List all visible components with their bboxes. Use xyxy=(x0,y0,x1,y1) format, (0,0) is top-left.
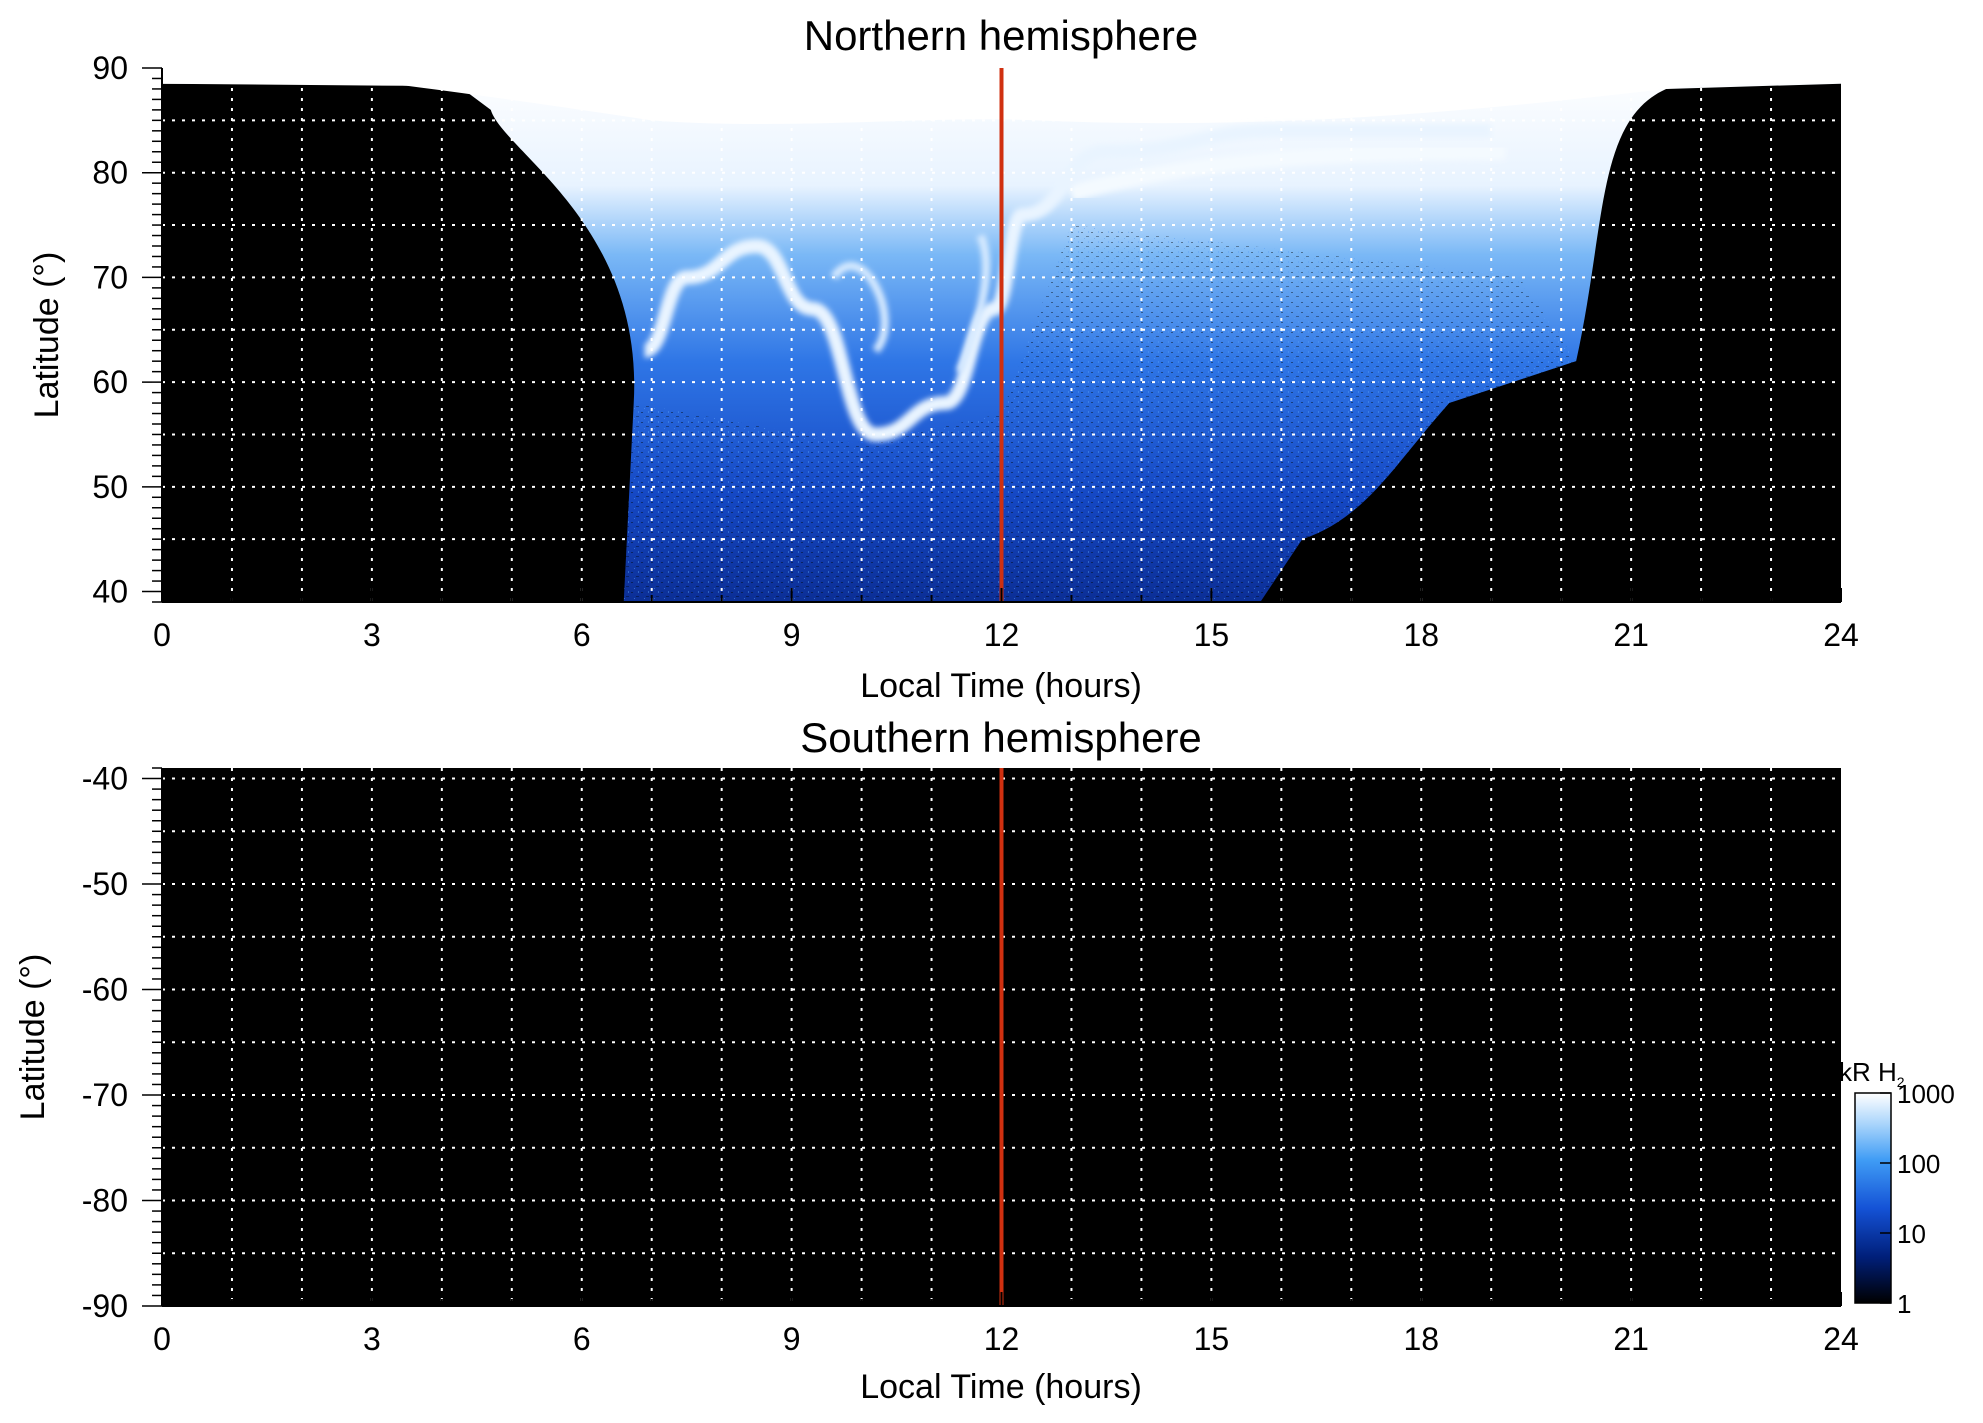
north-x-tick-label: 6 xyxy=(573,617,591,653)
north-x-tick-label: 21 xyxy=(1613,617,1649,653)
north-y-tick-label: 50 xyxy=(92,469,128,505)
north-x-axis: 0 3 6 9 12 15 18 21 24 xyxy=(153,588,1859,653)
south-y-tick-label: -50 xyxy=(82,866,128,902)
north-y-axis: 40 50 60 70 80 90 xyxy=(92,50,163,610)
colorbar: kR H2 1000 100 10 1 xyxy=(1839,1057,1955,1319)
colorbar-tick-label: 1 xyxy=(1897,1289,1911,1319)
south-x-tick-label: 3 xyxy=(363,1321,381,1357)
north-x-tick-label: 15 xyxy=(1194,617,1230,653)
north-y-tick-label: 80 xyxy=(92,155,128,191)
south-y-tick-label: -80 xyxy=(82,1183,128,1219)
south-x-tick-label: 0 xyxy=(153,1321,171,1357)
south-y-tick-label: -60 xyxy=(82,972,128,1008)
south-x-tick-label: 12 xyxy=(984,1321,1020,1357)
north-panel: Northern hemisphere 0 3 6 9 12 15 18 21 24 40 50 6… xyxy=(28,12,1859,705)
north-x-tick-label: 12 xyxy=(984,617,1020,653)
south-x-tick-label: 6 xyxy=(573,1321,591,1357)
north-y-tick-label: 40 xyxy=(92,574,128,610)
north-x-tick-label: 18 xyxy=(1403,617,1439,653)
north-x-tick-label: 24 xyxy=(1823,617,1859,653)
south-x-tick-label: 18 xyxy=(1403,1321,1439,1357)
colorbar-title-main: kR H xyxy=(1839,1057,1897,1087)
south-x-tick-label: 21 xyxy=(1613,1321,1649,1357)
north-y-axis-label: Latitude (°) xyxy=(28,252,66,419)
north-x-tick-label: 9 xyxy=(783,617,801,653)
colorbar-title: kR H2 xyxy=(1839,1057,1905,1090)
north-emission-speckle xyxy=(623,225,1577,602)
south-y-axis: -40 -50 -60 -70 -80 -90 xyxy=(82,761,163,1324)
colorbar-tick-label: 10 xyxy=(1897,1219,1926,1249)
south-panel: Southern hemisphere 0 3 6 9 12 15 18 21 24 -40 -5… xyxy=(14,714,1859,1406)
colorbar-gradient xyxy=(1854,1092,1892,1304)
south-x-tick-label: 9 xyxy=(783,1321,801,1357)
colorbar-tick-label: 1000 xyxy=(1897,1079,1955,1109)
north-y-tick-label: 90 xyxy=(92,50,128,86)
north-x-tick-label: 3 xyxy=(363,617,381,653)
north-x-axis-label: Local Time (hours) xyxy=(860,667,1142,705)
south-x-axis-label: Local Time (hours) xyxy=(860,1368,1142,1406)
south-title: Southern hemisphere xyxy=(800,714,1202,761)
colorbar-ticks: 1000 100 10 1 xyxy=(1880,1079,1955,1319)
south-x-tick-label: 24 xyxy=(1823,1321,1859,1357)
north-y-tick-label: 60 xyxy=(92,364,128,400)
south-y-tick-label: -40 xyxy=(82,761,128,797)
south-y-tick-label: -70 xyxy=(82,1077,128,1113)
colorbar-tick-label: 100 xyxy=(1897,1149,1940,1179)
south-y-tick-label: -90 xyxy=(82,1288,128,1324)
north-inner-arc xyxy=(830,233,991,374)
colorbar-title-subscript: 2 xyxy=(1897,1074,1905,1090)
north-main-oval xyxy=(642,123,1492,442)
north-x-tick-label: 0 xyxy=(153,617,171,653)
north-dayside-bright-arc xyxy=(1069,143,1506,202)
south-x-axis: 0 3 6 9 12 15 18 21 24 xyxy=(153,1292,1859,1357)
south-y-axis-label: Latitude (°) xyxy=(14,954,52,1121)
north-title: Northern hemisphere xyxy=(804,12,1199,59)
north-y-tick-label: 70 xyxy=(92,259,128,295)
south-x-tick-label: 15 xyxy=(1194,1321,1230,1357)
